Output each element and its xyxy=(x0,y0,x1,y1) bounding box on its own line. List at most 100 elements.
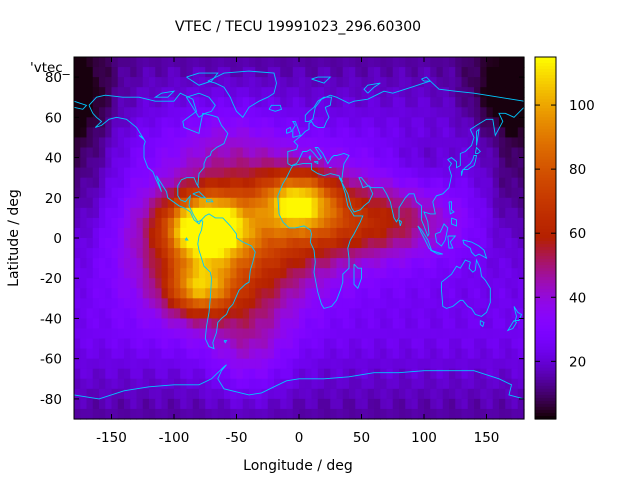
coastline xyxy=(474,146,481,154)
heatmap-cell xyxy=(349,368,356,380)
heatmap-cell xyxy=(455,408,463,420)
heatmap-cell xyxy=(474,127,481,139)
heatmap-cell xyxy=(180,318,188,330)
heatmap-cell xyxy=(449,77,456,88)
heatmap-cell xyxy=(355,368,363,380)
heatmap-cell xyxy=(211,308,219,320)
heatmap-cell xyxy=(317,348,325,360)
heatmap-cell xyxy=(199,348,206,360)
heatmap-cell xyxy=(149,197,156,209)
series-key-label: 'vtec_ xyxy=(30,60,70,76)
heatmap-cell xyxy=(74,77,81,88)
y-tick-label: 60 xyxy=(45,110,62,126)
heatmap-cell xyxy=(186,248,194,259)
heatmap-cell xyxy=(205,318,213,330)
heatmap-cell xyxy=(505,338,513,350)
colorbar-segment xyxy=(535,379,556,384)
heatmap-cell xyxy=(136,207,144,219)
heatmap-cell xyxy=(280,167,288,179)
heatmap-cell xyxy=(249,197,256,209)
heatmap-cell xyxy=(155,408,163,420)
heatmap-cell xyxy=(449,167,456,179)
heatmap-cell xyxy=(324,167,331,179)
heatmap-cell xyxy=(111,87,119,98)
heatmap-cell xyxy=(324,87,331,98)
heatmap-cell xyxy=(511,358,519,370)
heatmap-cell xyxy=(124,408,131,420)
colorbar-segment xyxy=(535,153,556,158)
heatmap-cell xyxy=(411,328,419,340)
heatmap-cell xyxy=(380,268,388,279)
heatmap-cell xyxy=(199,358,206,370)
heatmap-cell xyxy=(267,147,275,159)
heatmap-cell xyxy=(261,308,269,320)
heatmap-cell xyxy=(80,278,88,289)
heatmap-cell xyxy=(174,348,181,360)
heatmap-cell xyxy=(142,147,150,159)
heatmap-cell xyxy=(424,408,431,420)
heatmap-cell xyxy=(211,408,219,420)
colorbar-segment xyxy=(535,75,556,79)
coastline xyxy=(398,219,403,227)
heatmap-cell xyxy=(186,217,194,229)
heatmap-cell xyxy=(211,167,219,179)
heatmap-cell xyxy=(430,87,438,98)
heatmap-cell xyxy=(149,207,156,219)
heatmap-cell xyxy=(280,378,288,390)
heatmap-cell xyxy=(424,87,431,98)
heatmap-cell xyxy=(486,117,494,128)
heatmap-cell xyxy=(386,77,394,88)
heatmap-cell xyxy=(405,127,413,139)
heatmap-cell xyxy=(117,238,125,249)
heatmap-cell xyxy=(399,107,406,118)
heatmap-cell xyxy=(330,117,338,128)
heatmap-cell xyxy=(355,197,363,209)
heatmap-cell xyxy=(217,308,225,320)
heatmap-cell xyxy=(174,308,181,320)
heatmap-cell xyxy=(411,348,419,360)
heatmap-cell xyxy=(480,388,488,400)
heatmap-cell xyxy=(317,388,325,400)
heatmap-cell xyxy=(199,388,206,400)
heatmap-cell xyxy=(492,197,500,209)
heatmap-cell xyxy=(99,298,106,309)
heatmap-cell xyxy=(286,57,294,68)
heatmap-cell xyxy=(174,67,181,78)
heatmap-cell xyxy=(399,217,406,229)
heatmap-cell xyxy=(92,308,100,320)
heatmap-cell xyxy=(105,238,113,249)
heatmap-cell xyxy=(274,197,281,209)
heatmap-cell xyxy=(117,308,125,320)
heatmap-cell xyxy=(74,177,81,189)
heatmap-cell xyxy=(399,147,406,159)
heatmap-cell xyxy=(236,147,244,159)
colorbar-segment xyxy=(535,141,556,146)
heatmap-cell xyxy=(355,177,363,189)
coastline xyxy=(448,201,455,215)
heatmap-cell xyxy=(249,127,256,139)
heatmap-cell xyxy=(486,87,494,98)
heatmap-cell xyxy=(367,117,375,128)
heatmap-cell xyxy=(499,197,506,209)
heatmap-cell xyxy=(342,378,350,390)
heatmap-cell xyxy=(461,288,469,299)
coastline xyxy=(363,82,381,94)
heatmap-cell xyxy=(174,227,181,239)
heatmap-cell xyxy=(92,298,100,309)
heatmap-cell xyxy=(411,227,419,239)
y-tick-label: 0 xyxy=(53,231,62,247)
heatmap-cell xyxy=(511,197,519,209)
heatmap-cell xyxy=(224,308,231,320)
heatmap-cell xyxy=(324,368,331,380)
heatmap-cell xyxy=(430,388,438,400)
heatmap-cell xyxy=(130,248,138,259)
heatmap-cell xyxy=(380,328,388,340)
heatmap-cell xyxy=(474,298,481,309)
heatmap-cell xyxy=(455,338,463,350)
heatmap-cell xyxy=(105,308,113,320)
heatmap-cell xyxy=(380,167,388,179)
heatmap-cell xyxy=(417,408,425,420)
heatmap-cell xyxy=(74,117,81,128)
heatmap-cell xyxy=(211,67,219,78)
heatmap-cell xyxy=(486,358,494,370)
